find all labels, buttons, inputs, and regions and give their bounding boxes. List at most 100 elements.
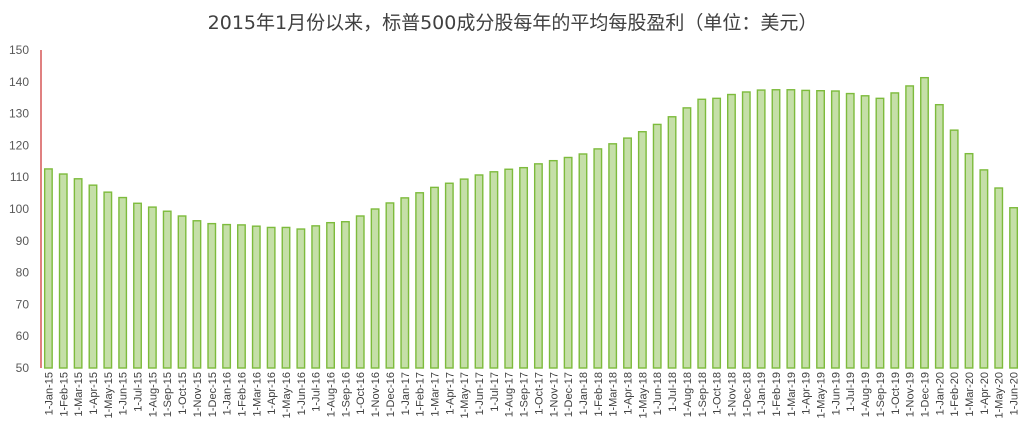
x-tick-label: 1-Feb-19 <box>771 372 783 417</box>
bar <box>949 129 959 369</box>
x-tick-label: 1-May-15 <box>103 372 115 418</box>
bar <box>712 97 722 369</box>
x-tick-label: 1-Oct-16 <box>355 372 367 415</box>
bar <box>118 196 128 369</box>
x-tick-label: 1-Jun-16 <box>296 372 308 415</box>
x-tick-label: 1-Feb-17 <box>415 372 427 417</box>
bar <box>801 89 811 369</box>
bar-series <box>43 76 1019 369</box>
x-tick-label: 1-Dec-17 <box>563 372 575 417</box>
bar <box>816 90 825 369</box>
bar <box>177 215 187 369</box>
bar <box>385 202 395 369</box>
bar <box>281 226 291 369</box>
x-tick-label: 1-Jul-18 <box>667 372 679 412</box>
bar <box>652 123 662 369</box>
x-tick-label: 1-Apr-16 <box>266 372 278 415</box>
x-tick-label: 1-Feb-20 <box>949 372 961 417</box>
x-tick-label: 1-Sep-18 <box>697 372 709 417</box>
x-tick-label: 1-Apr-20 <box>979 372 991 415</box>
bar <box>905 85 915 369</box>
bar <box>400 197 410 369</box>
bar <box>266 226 276 369</box>
bar <box>964 152 974 369</box>
bar <box>875 97 885 369</box>
bar <box>771 89 781 369</box>
x-tick-label: 1-Jan-20 <box>934 372 946 415</box>
x-tick-label: 1-Aug-15 <box>147 372 159 417</box>
bar <box>519 166 529 369</box>
bar <box>548 159 558 369</box>
bar <box>741 91 751 369</box>
bar <box>578 153 588 369</box>
bar <box>430 186 439 369</box>
x-tick-label: 1-Jun-19 <box>830 372 842 415</box>
x-tick-label: 1-May-18 <box>637 372 649 418</box>
x-tick-label: 1-Jan-16 <box>222 372 234 415</box>
bar <box>133 202 142 369</box>
x-tick-label: 1-Apr-15 <box>88 372 100 415</box>
bar <box>88 184 98 369</box>
y-tick-label: 90 <box>16 234 30 248</box>
x-tick-label: 1-May-19 <box>816 372 828 418</box>
bar <box>370 208 380 369</box>
bar <box>73 178 83 369</box>
x-tick-label: 1-Jul-19 <box>845 372 857 412</box>
x-tick-label: 1-Dec-16 <box>385 372 397 417</box>
x-tick-label: 1-Oct-17 <box>533 372 545 415</box>
bar <box>1009 207 1019 369</box>
y-tick-label: 150 <box>9 43 29 57</box>
chart-title: 2015年1月份以来，标普500成分股每年的平均每股盈利（单位：美元） <box>207 12 818 34</box>
y-tick-label: 80 <box>16 266 30 280</box>
x-tick-label: 1-Dec-15 <box>207 372 219 417</box>
bar <box>786 89 796 369</box>
x-tick-label: 1-Feb-15 <box>58 372 70 417</box>
x-tick-label: 1-Feb-18 <box>593 372 605 417</box>
bar <box>667 116 677 369</box>
x-tick-label: 1-Apr-18 <box>623 372 635 415</box>
x-tick-label: 1-Apr-17 <box>444 372 456 415</box>
x-tick-label: 1-Jul-15 <box>133 372 145 412</box>
bar <box>222 223 232 369</box>
bar <box>340 221 350 369</box>
bar <box>103 191 113 369</box>
bar <box>43 168 53 369</box>
y-tick-label: 120 <box>9 138 29 152</box>
bar <box>563 156 573 369</box>
x-tick-label: 1-Mar-16 <box>251 372 263 417</box>
x-tick-label: 1-Mar-20 <box>964 372 976 417</box>
bar <box>504 168 514 369</box>
bar <box>58 173 68 369</box>
y-tick-label: 100 <box>9 202 29 216</box>
bar <box>979 169 989 369</box>
bar <box>623 137 632 369</box>
bar <box>608 143 618 369</box>
bar <box>207 222 217 369</box>
x-tick-label: 1-Jul-16 <box>311 372 323 412</box>
x-tick-label: 1-Aug-17 <box>504 372 516 417</box>
x-tick-label: 1-Dec-19 <box>919 372 931 417</box>
x-tick-label: 1-Oct-15 <box>177 372 189 415</box>
bar <box>474 174 484 369</box>
bar <box>697 98 707 369</box>
y-tick-label: 130 <box>9 107 29 121</box>
x-tick-label: 1-Dec-18 <box>741 372 753 417</box>
y-tick-label: 50 <box>16 361 30 375</box>
x-tick-label: 1-Sep-19 <box>875 372 887 417</box>
x-tick-label: 1-Jan-18 <box>578 372 590 415</box>
x-tick-label: 1-Sep-16 <box>340 372 352 417</box>
x-tick-label: 1-Aug-16 <box>326 372 338 417</box>
bar <box>326 221 335 369</box>
x-tick-label: 1-Nov-16 <box>370 372 382 417</box>
x-tick-label: 1-Mar-15 <box>73 372 85 417</box>
y-tick-label: 70 <box>16 297 30 311</box>
x-tick-label: 1-Nov-17 <box>548 372 560 417</box>
x-tick-label: 1-Aug-19 <box>860 372 872 417</box>
x-tick-label: 1-Nov-19 <box>905 372 917 417</box>
x-tick-label: 1-Oct-18 <box>712 372 724 415</box>
bar <box>355 215 365 369</box>
bar <box>860 95 870 369</box>
bar <box>147 206 157 369</box>
bar <box>162 210 172 369</box>
